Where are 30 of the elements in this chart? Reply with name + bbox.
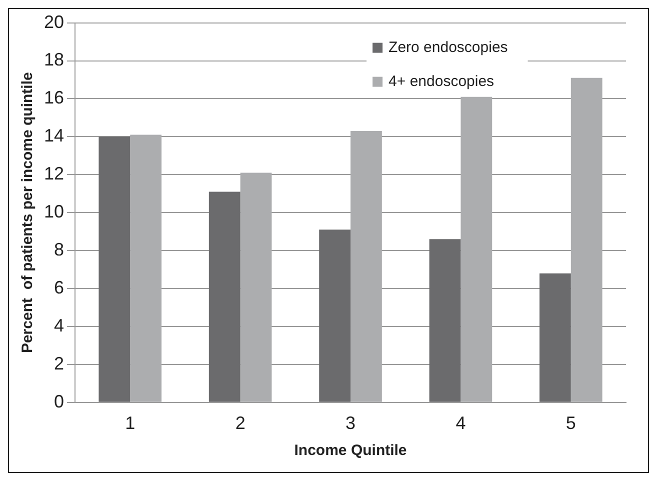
- y-tick-label: 10: [44, 202, 64, 222]
- y-tick-label: 8: [54, 240, 64, 260]
- bar: [570, 78, 602, 402]
- bar: [350, 130, 382, 402]
- y-tick-label: 4: [54, 315, 64, 336]
- x-tick-label: 4: [456, 413, 466, 434]
- y-tick-label: 14: [44, 126, 64, 146]
- x-tick-label: 2: [235, 413, 246, 434]
- bar: [130, 134, 162, 402]
- legend-label: Zero endoscopies: [388, 38, 508, 56]
- bar: [240, 172, 272, 402]
- y-tick-label: 20: [44, 12, 64, 32]
- y-tick-label: 2: [54, 353, 64, 374]
- legend-label: 4+ endoscopies: [388, 72, 494, 90]
- bar: [539, 273, 571, 402]
- bar: [319, 230, 351, 402]
- bar: [208, 192, 240, 402]
- y-tick-label: 16: [44, 88, 64, 108]
- y-axis-title: Percent of patients per income quintile: [19, 72, 36, 354]
- x-axis-title: Income Quintile: [294, 442, 407, 460]
- y-tick-label: 0: [54, 391, 64, 412]
- bar: [98, 136, 130, 402]
- bar: [429, 239, 461, 402]
- x-tick-label: 3: [346, 413, 356, 434]
- bar: [460, 96, 492, 402]
- y-tick-label: 18: [44, 50, 64, 70]
- y-tick-label: 6: [54, 277, 64, 298]
- x-tick-label: 1: [125, 413, 136, 434]
- y-tick-label: 12: [44, 164, 64, 184]
- x-tick-label: 5: [566, 413, 576, 434]
